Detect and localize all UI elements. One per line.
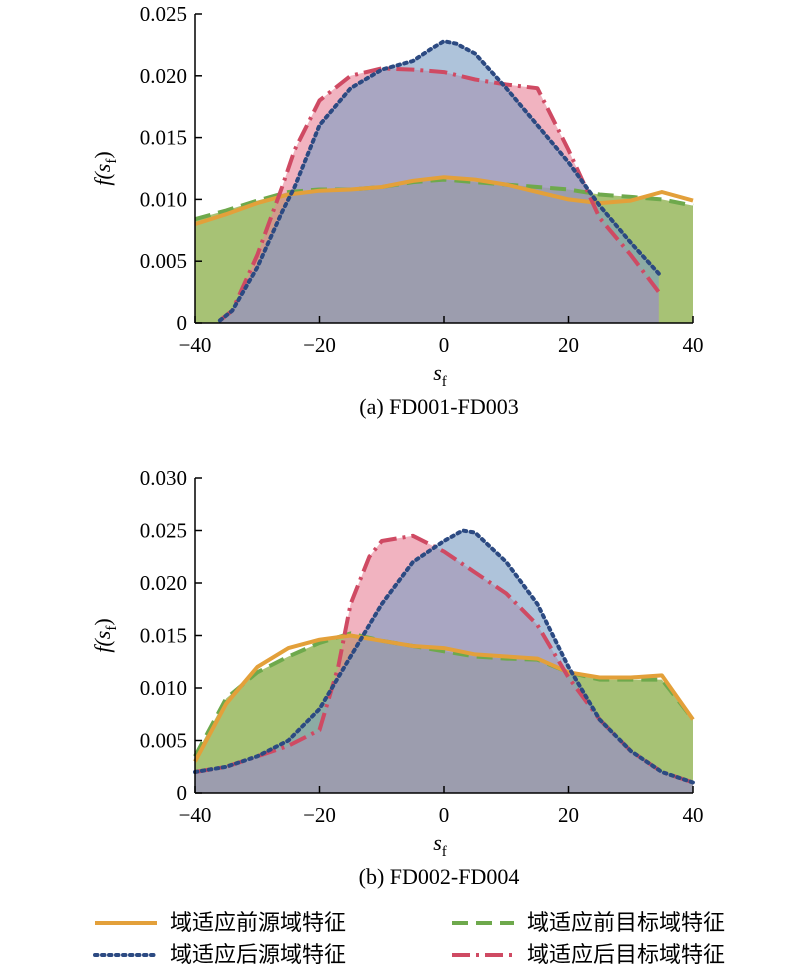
y-tick-label: 0 [177,311,188,335]
y-axis-label: f(sf) [90,151,120,185]
y-tick-label: 0.005 [140,249,187,273]
x-tick-label: 0 [439,803,450,827]
x-tick-label: −20 [303,803,336,827]
y-tick-label: 0 [177,781,188,805]
y-tick-label: 0.020 [140,64,187,88]
y-tick-label: 0.015 [140,126,187,150]
chart-fd001-fd003: 0 0.005 0.010 0.015 0.020 0.025 −40 −20 0 20 40 sf f… [90,2,704,419]
legend-label-before-target: 域适应前目标域特征 [527,911,725,936]
line-after-source [217,39,661,323]
y-tick-label: 0.010 [140,187,187,211]
x-tick-label: 40 [683,333,704,357]
chart-fd002-fd004: 0 0.005 0.010 0.015 0.020 0.025 0.030 −40 −20 0 20… [90,466,704,889]
x-tick-label: 20 [558,333,579,357]
line-after-target [218,66,661,323]
y-tick-label: 0.015 [140,624,187,648]
line-after-source [193,528,695,785]
legend-label-after-target: 域适应后目标域特征 [527,943,725,968]
y-tick-label: 0.020 [140,571,187,595]
x-tick-label: −40 [179,803,212,827]
y-tick-label: 0.010 [140,676,187,700]
line-before-target [193,631,695,758]
y-tick-label: 0.005 [140,729,187,753]
legend-label-before-source: 域适应前源域特征 [170,911,346,936]
x-axis-label: sf [433,830,447,860]
x-tick-label: −20 [303,333,336,357]
y-tick-label: 0.030 [140,466,187,490]
area-after-source [219,41,659,323]
x-tick-label: 20 [558,803,579,827]
legend-label-after-source: 域适应后源域特征 [170,943,346,968]
x-tick-label: −40 [179,333,212,357]
x-axis-label: sf [433,360,447,390]
line-before-source [193,633,695,763]
y-axis-label: f(sf) [90,618,120,652]
x-tick-label: 40 [683,803,704,827]
x-tick-label: 0 [439,333,450,357]
subplot-caption: (b) FD002-FD004 [359,864,520,889]
y-tick-label: 0.025 [140,519,187,543]
y-tick-label: 0.025 [140,2,187,26]
subplot-caption: (a) FD001-FD003 [359,394,519,419]
